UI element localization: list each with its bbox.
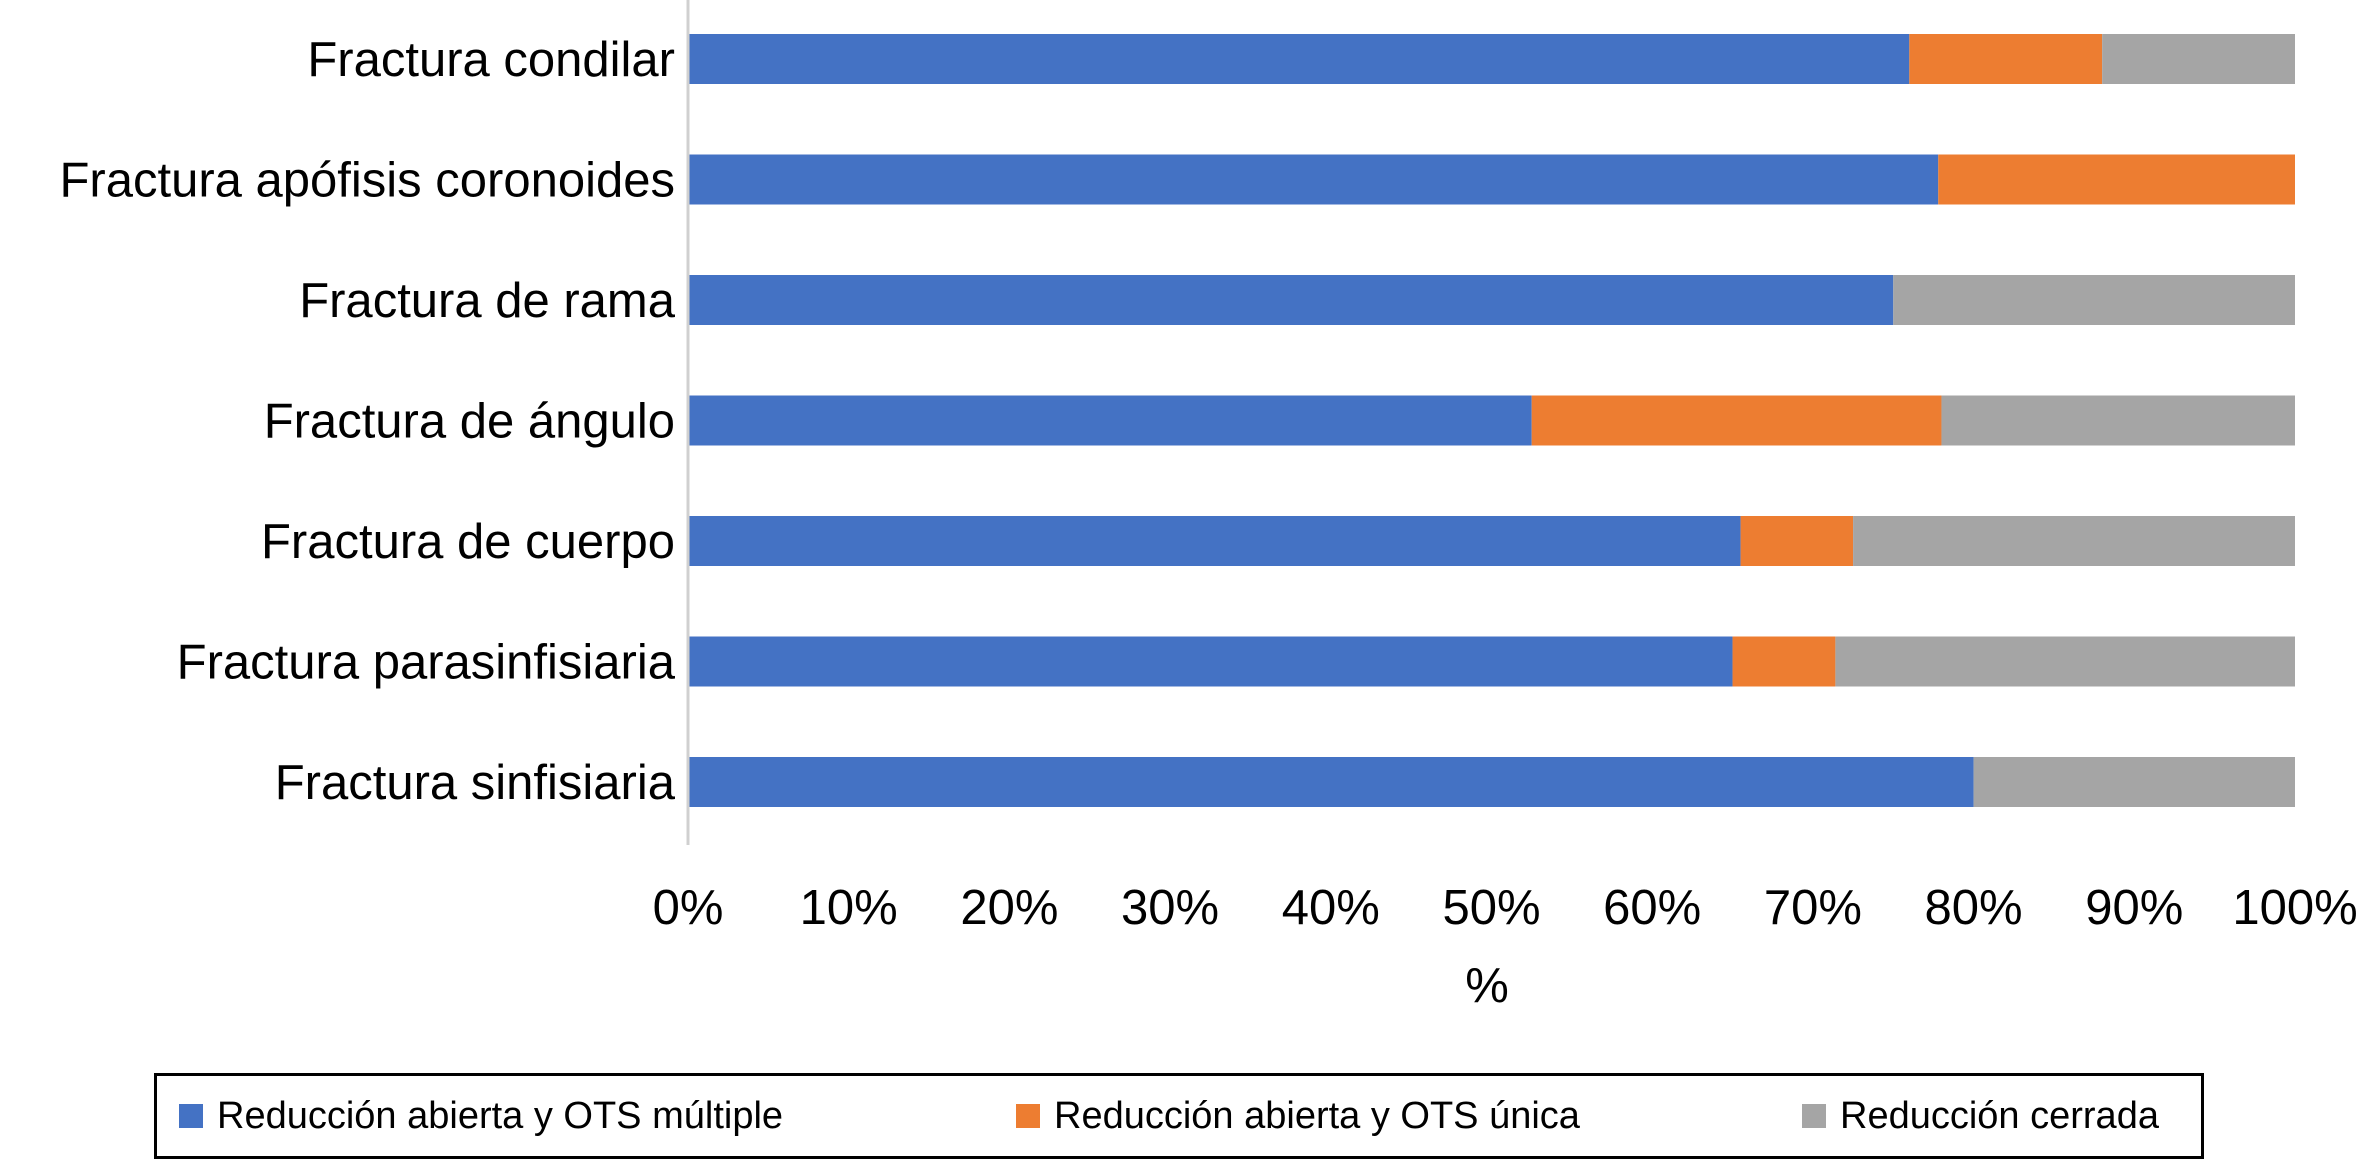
- bar-segment: [1732, 636, 1836, 687]
- bar-segment: [688, 34, 1910, 84]
- x-tick-label: 100%: [2232, 881, 2357, 935]
- bar-segment: [1941, 395, 2295, 446]
- category-label: Fractura de rama: [299, 274, 676, 328]
- bar-segment: [688, 395, 1532, 446]
- x-tick-label: 90%: [2085, 881, 2183, 935]
- legend-swatch: [1016, 1104, 1040, 1128]
- bar-segment: [688, 154, 1939, 205]
- bar-segment: [688, 275, 1894, 325]
- legend-swatch: [179, 1104, 203, 1128]
- x-tick-label: 80%: [1925, 881, 2023, 935]
- bar-segment: [2102, 34, 2295, 84]
- category-label: Fractura condilar: [307, 33, 675, 87]
- bar-segment: [1740, 516, 1854, 566]
- legend-swatch: [1802, 1104, 1826, 1128]
- legend-item: Reducción abierta y OTS única: [1016, 1076, 1580, 1156]
- legend-item: Reducción cerrada: [1802, 1076, 2159, 1156]
- x-tick-labels: 0% 10% 20% 30% 40% 50% 60% 70% 80% 90% 100%: [653, 881, 2358, 935]
- bar-segment: [688, 516, 1741, 566]
- bar-segment: [1938, 154, 2295, 205]
- category-label: Fractura de cuerpo: [261, 515, 675, 569]
- bar-segment: [688, 757, 1974, 807]
- bar-segment: [1973, 757, 2295, 807]
- category-label: Fractura sinfisiaria: [275, 756, 676, 810]
- legend-item: Reducción abierta y OTS múltiple: [179, 1076, 783, 1156]
- category-labels: Fractura condilar Fractura apófisis coron…: [59, 33, 675, 810]
- x-tick-label: 70%: [1764, 881, 1862, 935]
- bar-segment: [1893, 275, 2295, 325]
- category-label: Fractura parasinfisiaria: [177, 636, 676, 690]
- x-tick-label: 0%: [653, 881, 724, 935]
- legend: Reducción abierta y OTS múltiple Reducció…: [154, 1073, 2204, 1159]
- category-label: Fractura de ángulo: [264, 395, 675, 449]
- bar-segment: [1835, 636, 2295, 687]
- x-tick-label: 40%: [1282, 881, 1380, 935]
- x-tick-label: 10%: [800, 881, 898, 935]
- bar-segment: [688, 636, 1733, 687]
- category-label: Fractura apófisis coronoides: [59, 154, 675, 208]
- x-tick-label: 30%: [1121, 881, 1219, 935]
- x-tick-label: 20%: [960, 881, 1058, 935]
- bar-segment: [1909, 34, 2103, 84]
- legend-label: Reducción abierta y OTS múltiple: [217, 1094, 784, 1137]
- x-axis-title: %: [1465, 959, 1509, 1013]
- legend-label: Reducción cerrada: [1840, 1094, 2159, 1137]
- bar-segment: [1853, 516, 2295, 566]
- x-tick-label: 60%: [1603, 881, 1701, 935]
- bars-layer: [688, 34, 2295, 807]
- x-tick-label: 50%: [1442, 881, 1540, 935]
- bar-segment: [1531, 395, 1942, 446]
- legend-label: Reducción abierta y OTS única: [1054, 1094, 1580, 1137]
